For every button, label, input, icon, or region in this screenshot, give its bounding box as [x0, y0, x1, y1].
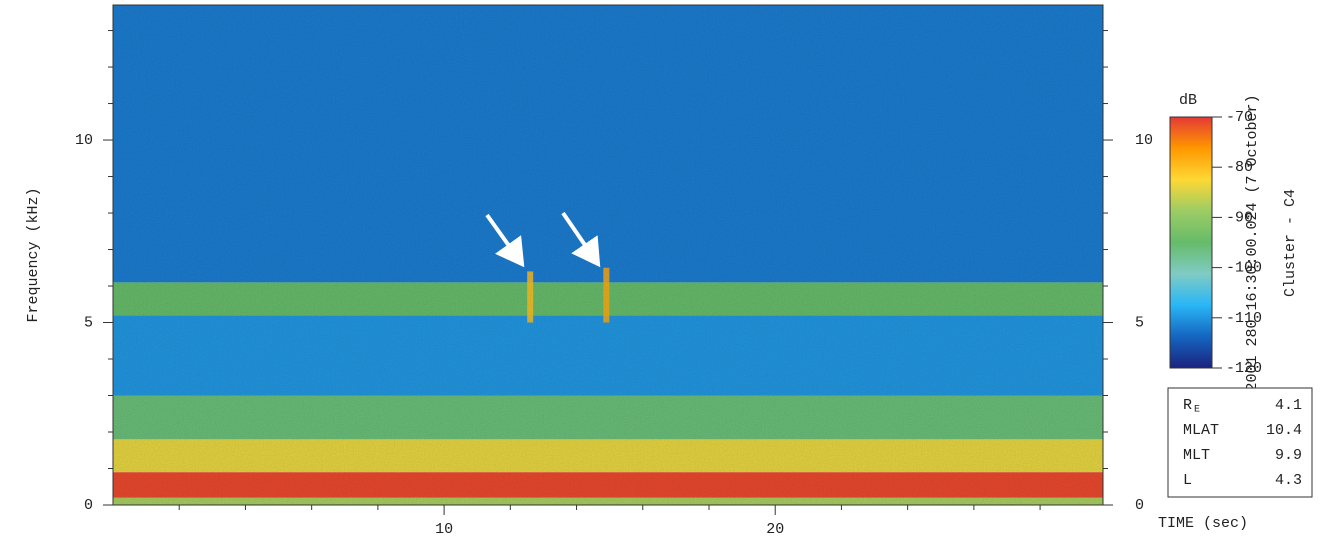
info-label-sub: E [1194, 405, 1200, 416]
plot-frame [112, 4, 1104, 506]
x-tick-label: 20 [766, 521, 784, 538]
info-value: 9.9 [1275, 447, 1302, 464]
y-tick-label: 0 [84, 497, 93, 514]
colorbar-label: dB [1179, 92, 1197, 109]
x-axis-label: TIME (sec) [1158, 515, 1248, 532]
y-tick-label: 5 [84, 314, 93, 331]
noise-texture [113, 5, 1103, 505]
colorbar-tick-label: -100 [1226, 260, 1262, 277]
colorbar-tick-label: -120 [1226, 360, 1262, 377]
colorbar-tick-label: -90 [1226, 209, 1253, 226]
side-text: Cluster - C4 [1282, 189, 1299, 297]
y-tick-label: 10 [75, 132, 93, 149]
colorbar-tick-label: -80 [1226, 159, 1253, 176]
y-tick-label: 0 [1135, 497, 1144, 514]
info-value: 10.4 [1266, 422, 1302, 439]
info-label: L [1183, 472, 1192, 489]
y-tick-label: 5 [1135, 314, 1144, 331]
info-label: MLT [1183, 447, 1210, 464]
y-axis-label: Frequency (kHz) [25, 187, 42, 322]
info-value: 4.1 [1275, 397, 1302, 414]
arrow [485, 213, 525, 268]
info-box [1167, 387, 1313, 498]
info-label: MLAT [1183, 422, 1219, 439]
colorbar [1169, 116, 1213, 369]
x-tick-label: 10 [435, 521, 453, 538]
arrow [561, 211, 601, 268]
info-label: R [1183, 397, 1192, 414]
info-value: 4.3 [1275, 472, 1302, 489]
y-tick-label: 10 [1135, 132, 1153, 149]
side-text: 2001 280 16:30:00.024 (7 October) [1244, 94, 1261, 391]
colorbar-tick-label: -70 [1226, 109, 1253, 126]
colorbar-tick-label: -110 [1226, 310, 1262, 327]
